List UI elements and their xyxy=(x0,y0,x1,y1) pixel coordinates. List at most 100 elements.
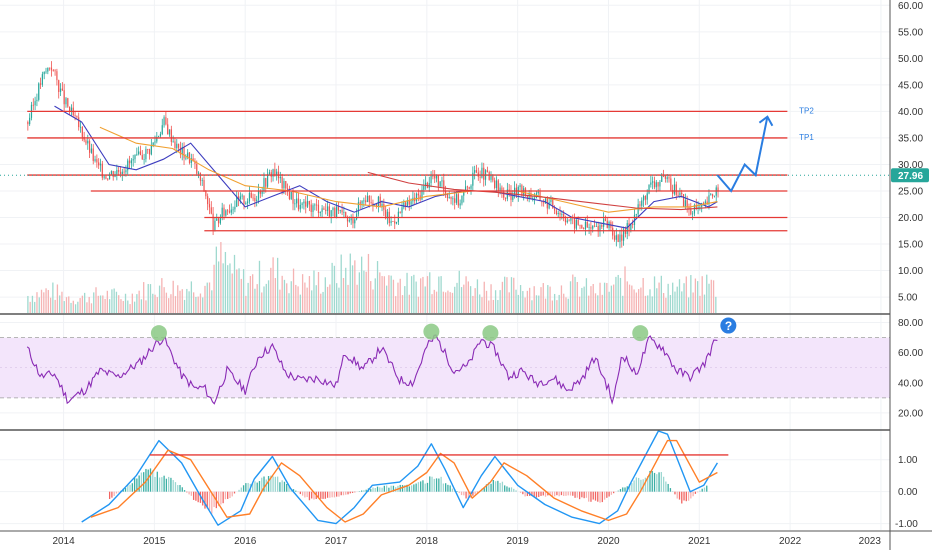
candle xyxy=(524,188,527,196)
macd-histogram-bar xyxy=(286,483,288,492)
macd-histogram-bar xyxy=(188,491,190,495)
candle xyxy=(452,198,454,200)
macd-histogram-bar xyxy=(531,491,533,497)
question-icon-glyph: ? xyxy=(725,319,732,333)
volume-bar xyxy=(417,296,420,313)
price-y-tick-1: 10.00 xyxy=(898,266,923,277)
candle xyxy=(395,222,398,224)
volume-bar xyxy=(567,298,569,313)
macd-histogram-bar xyxy=(665,481,667,492)
candle xyxy=(568,220,570,222)
price-panel[interactable]: TP2 TP1 xyxy=(0,61,890,313)
volume-bar xyxy=(549,286,551,313)
candle xyxy=(156,136,158,142)
volume-bar xyxy=(111,289,113,313)
candle xyxy=(710,194,712,196)
macd-panel[interactable] xyxy=(81,430,729,526)
candle xyxy=(613,235,616,240)
macd-histogram-bar xyxy=(381,487,383,492)
macd-histogram-bar xyxy=(631,483,633,492)
candle xyxy=(603,218,605,227)
macd-y-tick-2: 1.00 xyxy=(898,455,918,466)
candle xyxy=(544,198,547,204)
candle xyxy=(486,170,488,173)
candle xyxy=(239,196,241,200)
macd-histogram-bar xyxy=(317,491,320,498)
volume-bar xyxy=(656,288,658,313)
volume-bar xyxy=(542,283,544,313)
candle xyxy=(588,227,590,228)
volume-bar xyxy=(501,281,504,313)
candle xyxy=(435,175,438,179)
volume-bar xyxy=(97,295,99,313)
macd-histogram-bar xyxy=(610,491,613,495)
volume-bar xyxy=(254,288,256,313)
macd-histogram-bar xyxy=(640,479,642,492)
candle xyxy=(147,149,149,150)
candle xyxy=(32,104,34,106)
volume-bar xyxy=(40,289,43,313)
volume-bar xyxy=(192,292,195,313)
volume-bar xyxy=(45,288,47,313)
macd-histogram-bar xyxy=(519,491,522,493)
volume-bar xyxy=(483,281,485,313)
macd-histogram-bar xyxy=(258,481,261,492)
candle xyxy=(112,171,114,178)
volume-bar xyxy=(258,260,261,313)
projection-arrow-head xyxy=(758,115,774,127)
volume-bar xyxy=(431,294,433,313)
volume-bar xyxy=(165,292,168,313)
candle xyxy=(70,107,73,112)
volume-bar xyxy=(676,286,678,313)
volume-bar xyxy=(376,261,379,313)
macd-histogram-bar xyxy=(254,481,256,492)
volume-bar xyxy=(665,297,667,313)
candle xyxy=(118,170,120,172)
candle xyxy=(108,174,111,180)
candle xyxy=(375,204,378,207)
volume-bar xyxy=(81,295,84,313)
volume-bar xyxy=(326,286,329,313)
macd-histogram-bar xyxy=(401,485,404,492)
volume-bar xyxy=(236,269,238,313)
candle xyxy=(612,227,614,236)
candle xyxy=(199,172,201,181)
macd-histogram-bar xyxy=(231,491,233,497)
candle xyxy=(127,160,129,171)
candle xyxy=(483,167,485,180)
macd-line-1 xyxy=(90,439,718,523)
macd-histogram-bar xyxy=(170,477,172,492)
candle xyxy=(639,204,641,206)
volume-bar xyxy=(86,302,88,313)
candle xyxy=(185,157,187,159)
volume-bar xyxy=(445,292,447,313)
candle xyxy=(228,211,231,213)
candle xyxy=(328,206,330,217)
macd-histogram-bar xyxy=(544,491,547,497)
volume-bar xyxy=(333,265,336,313)
rsi-y-tick-2: 60.00 xyxy=(898,348,923,359)
volume-bar xyxy=(465,276,467,313)
volume-bar xyxy=(524,297,526,313)
volume-bar xyxy=(610,285,613,313)
macd-histogram-bar xyxy=(422,480,424,492)
rsi-y-tick-3: 80.00 xyxy=(898,318,923,329)
macd-histogram-bar xyxy=(647,476,649,492)
candle xyxy=(69,106,71,112)
macd-histogram-bar xyxy=(492,480,494,492)
volume-bar xyxy=(529,287,531,313)
volume-bar xyxy=(508,292,510,313)
volume-bar xyxy=(404,286,406,313)
volume-bar xyxy=(115,291,118,313)
volume-bar xyxy=(77,301,79,313)
macd-histogram-bar xyxy=(365,489,367,492)
rsi-panel[interactable]: ? xyxy=(0,317,890,405)
volume-bar xyxy=(701,276,703,313)
volume-bar xyxy=(381,276,383,313)
macd-histogram-bar xyxy=(628,483,631,492)
macd-histogram-bar xyxy=(242,485,245,492)
candle xyxy=(450,196,452,199)
macd-histogram-bar xyxy=(681,491,683,504)
